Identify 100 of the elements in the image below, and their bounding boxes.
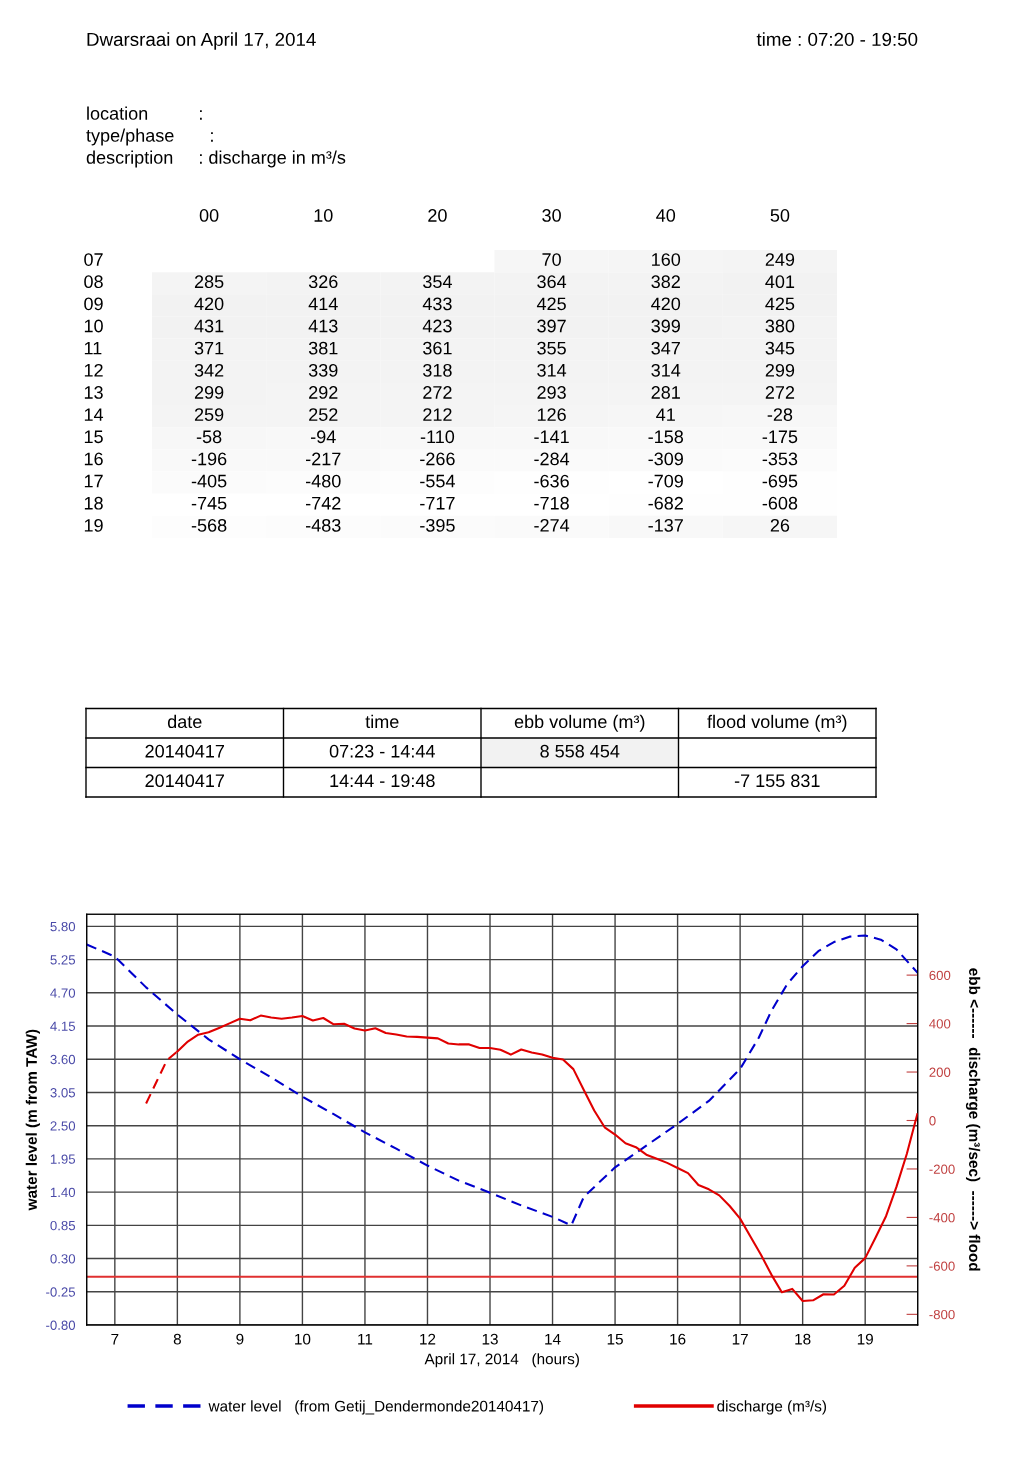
data-label: 318	[423, 363, 452, 377]
y2-tick-label: 200	[929, 1067, 951, 1077]
data-label: 160	[652, 253, 681, 266]
chart-title: Dwarsraai on April 17, 2014	[87, 32, 316, 50]
data-label: -636	[534, 474, 569, 488]
x-tick-label: 00	[199, 209, 219, 222]
data-label: -480	[305, 474, 341, 488]
data-label: 420	[651, 297, 681, 311]
y-tick-label: -0.80	[46, 1320, 76, 1330]
y-tick-label: 08	[84, 275, 103, 289]
x-tick-label: 12	[420, 1333, 436, 1345]
x-tick-label: 14	[545, 1333, 561, 1345]
data-label: 8 558 454	[540, 744, 620, 758]
legend-label: water level (from Getij_Dendermonde20140417)	[208, 1400, 544, 1415]
data-label: -395	[420, 518, 455, 532]
data-label: 249	[765, 253, 795, 266]
x-tick-label: flood volume (m³)	[707, 714, 847, 732]
y-axis-title: water level (m from TAW)	[25, 1029, 40, 1211]
text: description : discharge in m³/s	[86, 150, 346, 168]
y2-tick-label: 0	[929, 1116, 936, 1126]
data-label: 397	[537, 319, 566, 333]
data-label: -284	[534, 452, 570, 466]
data-label: -483	[305, 518, 341, 532]
data-label: 399	[651, 319, 680, 333]
y2-tick-label: 400	[929, 1019, 951, 1029]
data-label: -353	[762, 452, 798, 466]
x-tick-label: 8	[173, 1333, 181, 1345]
data-label: -717	[420, 497, 455, 510]
data-label: 293	[537, 386, 566, 399]
data-label: 272	[765, 386, 795, 399]
y-tick-label: 17	[84, 474, 103, 488]
x-tick-label: 10	[295, 1333, 311, 1345]
text: location :	[87, 106, 202, 120]
text: type/phase :	[86, 128, 213, 146]
data-label: 252	[309, 408, 338, 421]
x-tick-label: 16	[670, 1333, 686, 1345]
y-tick-label: 14	[84, 408, 104, 421]
data-label: 413	[308, 319, 338, 333]
y-tick-label: 15	[84, 430, 103, 444]
data-label: -742	[305, 496, 341, 510]
data-label: 339	[308, 363, 338, 377]
x-tick-label: 11	[358, 1333, 373, 1345]
y-tick-label: 20140417	[145, 744, 225, 758]
chart-subtitle: time : 07:20 - 19:50	[756, 32, 918, 47]
data-label: -554	[420, 474, 455, 488]
y-tick-label: -0.25	[46, 1287, 76, 1297]
data-label: 314	[651, 363, 681, 377]
data-label: 212	[423, 408, 452, 421]
data-label: -158	[648, 430, 684, 444]
data-label: -709	[648, 474, 683, 488]
data-label: 347	[651, 341, 680, 355]
data-label: 414	[308, 297, 338, 311]
data-label: -7 155 831	[734, 774, 820, 788]
data-label: -175	[762, 430, 798, 444]
y-axis-title: date	[167, 714, 202, 729]
y-tick-label: 4.70	[50, 988, 76, 998]
data-label: 425	[765, 297, 795, 311]
y-tick-label: 0.85	[50, 1220, 76, 1231]
y-tick-label: 2.50	[50, 1121, 76, 1131]
x-axis-title: April 17, 2014 (hours)	[424, 1353, 579, 1368]
x-tick-label: 50	[770, 209, 790, 222]
y-tick-label: 07	[84, 253, 103, 266]
data-label: 70	[542, 253, 561, 266]
data-label: 361	[423, 341, 452, 355]
data-label: 382	[651, 275, 680, 289]
x-tick-label: 17	[732, 1333, 748, 1345]
text: 14:44 - 19:48	[330, 774, 435, 788]
x-tick-label: 18	[795, 1333, 811, 1345]
data-label: -682	[648, 496, 683, 510]
legend-label: discharge (m³/s)	[717, 1400, 827, 1415]
y2-tick-label: -400	[929, 1212, 955, 1223]
data-label: -405	[191, 474, 227, 488]
data-label: 401	[765, 275, 795, 289]
y-tick-label: 09	[84, 297, 103, 311]
data-label: -28	[767, 408, 793, 421]
data-label: 431	[194, 319, 224, 333]
x-tick-label: 15	[607, 1333, 623, 1345]
data-label: -309	[648, 452, 683, 466]
x-tick-label: 9	[236, 1333, 244, 1345]
data-label: -217	[305, 452, 341, 466]
data-label: -94	[311, 430, 336, 444]
y-tick-label: 10	[84, 319, 103, 333]
data-label: -274	[534, 518, 570, 532]
y-tick-label: 1.95	[50, 1154, 76, 1164]
y2-tick-label: 600	[929, 970, 951, 981]
y-tick-label: 16	[84, 452, 103, 466]
data-label: -718	[534, 496, 569, 510]
x-tick-label: 30	[542, 209, 561, 222]
data-label: 364	[537, 275, 567, 289]
data-label: -58	[196, 430, 222, 444]
data-label: 345	[765, 341, 795, 355]
data-label: 292	[309, 386, 338, 399]
data-label: 381	[308, 341, 338, 355]
x-tick-label: 10	[314, 209, 333, 222]
x-tick-label: 20	[428, 209, 447, 222]
data-label: -110	[420, 430, 455, 444]
data-label: -695	[762, 474, 798, 488]
y-tick-label: 4.15	[50, 1021, 76, 1031]
data-label: 281	[651, 386, 680, 399]
data-label: -608	[762, 496, 798, 510]
